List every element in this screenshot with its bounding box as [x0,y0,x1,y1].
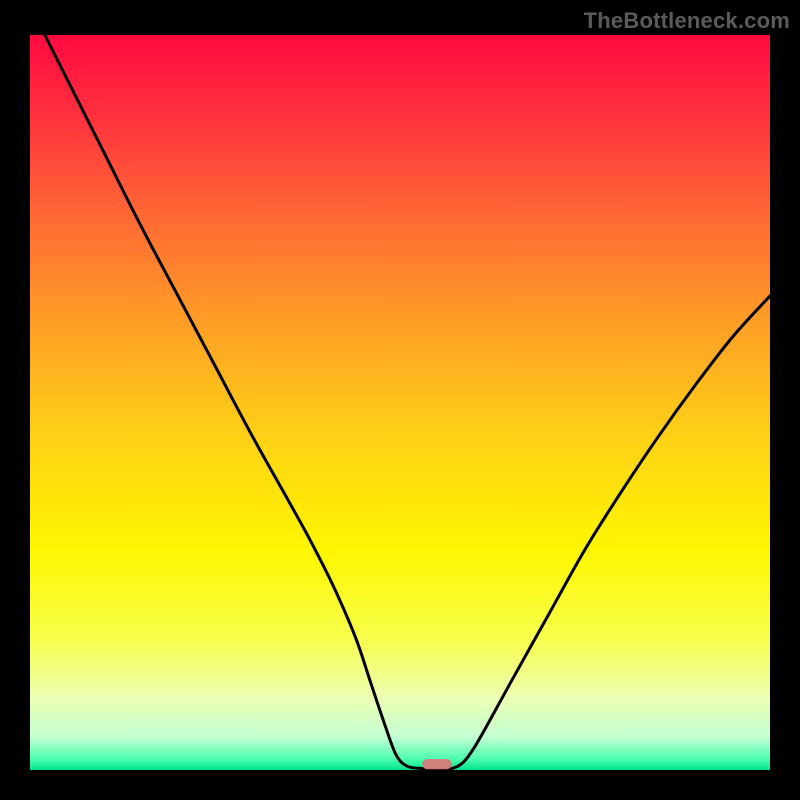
chart-svg [0,0,800,800]
optimal-marker [422,759,452,769]
watermark-label: TheBottleneck.com [584,8,790,34]
bottleneck-chart: TheBottleneck.com [0,0,800,800]
plot-gradient-background [30,35,770,770]
